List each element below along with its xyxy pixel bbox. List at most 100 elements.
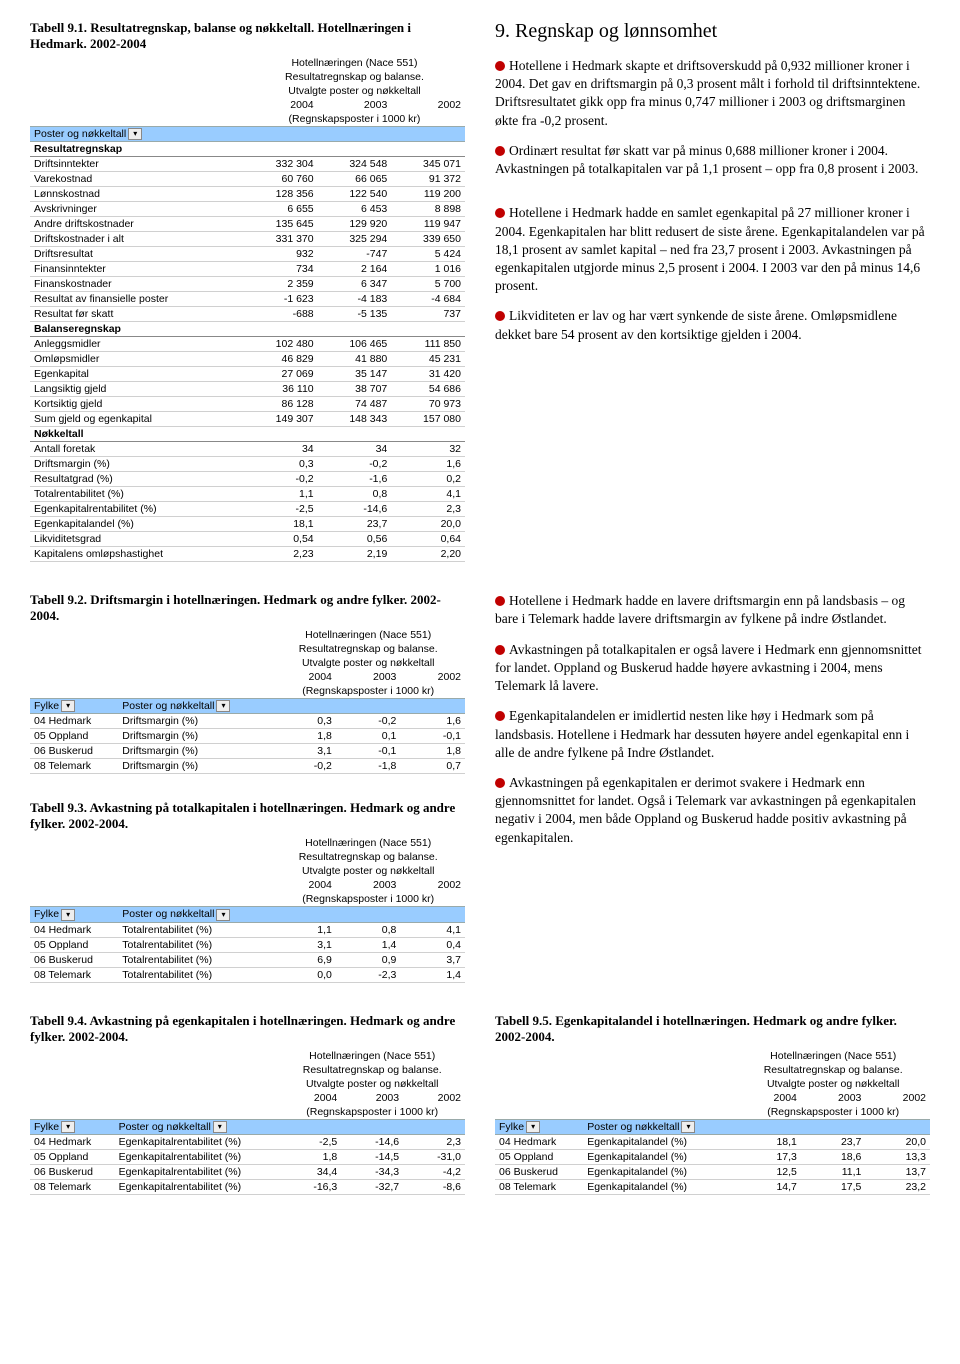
dropdown-icon[interactable]: ▾ <box>61 700 75 712</box>
cell-value: 46 829 <box>244 352 318 367</box>
cell-value: 1,8 <box>279 1149 341 1164</box>
cell-value: 135 645 <box>244 217 318 232</box>
row-label: Antall foretak <box>30 442 244 457</box>
cell-value: -0,2 <box>244 472 318 487</box>
table-row: Finanskostnader2 3596 3475 700 <box>30 277 465 292</box>
metric-cell: Totalrentabilitet (%) <box>118 952 271 967</box>
table-row: 04 HedmarkEgenkapitalandel (%)18,123,720… <box>495 1134 930 1149</box>
cell-value: 128 356 <box>244 187 318 202</box>
bullet-icon <box>495 146 505 156</box>
cell-value: 0,1 <box>336 729 401 744</box>
cell-value: 119 947 <box>391 217 465 232</box>
cell-value: 129 920 <box>318 217 392 232</box>
cell-value: 20,0 <box>865 1134 930 1149</box>
year-col: 2004 <box>271 670 336 684</box>
dropdown-icon[interactable]: ▾ <box>216 700 230 712</box>
cell-value: 17,5 <box>801 1179 866 1194</box>
table-row: Anleggsmidler102 480106 465111 850 <box>30 337 465 352</box>
year-col: 2002 <box>403 1091 465 1105</box>
table-meta: Hotellnæringen (Nace 551) <box>271 836 465 850</box>
row-label: Avskrivninger <box>30 202 244 217</box>
table-9-5-caption: Tabell 9.5. Egenkapitalandel i hotellnær… <box>495 1013 930 1045</box>
table-meta: Utvalgte poster og nøkkeltall <box>271 864 465 878</box>
cell-value: 2 164 <box>318 262 392 277</box>
table-row: 08 TelemarkEgenkapitalandel (%)14,717,52… <box>495 1179 930 1194</box>
cell-value: 1,6 <box>391 457 465 472</box>
cell-value: 332 304 <box>244 157 318 172</box>
table-row: Sum gjeld og egenkapital149 307148 34315… <box>30 412 465 427</box>
table-row: Driftsinntekter332 304324 548345 071 <box>30 157 465 172</box>
dropdown-icon[interactable]: ▾ <box>216 909 230 921</box>
row-label: Totalrentabilitet (%) <box>30 487 244 502</box>
dropdown-icon[interactable]: ▾ <box>213 1121 227 1133</box>
table-row: 06 BuskerudEgenkapitalandel (%)12,511,11… <box>495 1164 930 1179</box>
table-meta: (Regnskapsposter i 1000 kr) <box>244 112 465 127</box>
cell-value: 339 650 <box>391 232 465 247</box>
column-header: Poster og nøkkeltall <box>34 128 126 140</box>
cell-value: -4,2 <box>403 1164 465 1179</box>
table-9-1-caption: Tabell 9.1. Resultatregnskap, balanse og… <box>30 20 465 52</box>
cell-value: 5 700 <box>391 277 465 292</box>
year-col: 2002 <box>400 670 465 684</box>
row-label: Egenkapitalandel (%) <box>30 517 244 532</box>
cell-value: 2,19 <box>318 547 392 562</box>
row-label: Driftsresultat <box>30 247 244 262</box>
dropdown-icon[interactable]: ▾ <box>61 1121 75 1133</box>
cell-value: 17,3 <box>736 1149 801 1164</box>
cell-value: 6 655 <box>244 202 318 217</box>
table-meta: Utvalgte poster og nøkkeltall <box>279 1077 465 1091</box>
cell-value: 66 065 <box>318 172 392 187</box>
dropdown-icon[interactable]: ▾ <box>681 1121 695 1133</box>
paragraph: Egenkapitalandelen er imidlertid nesten … <box>495 707 930 762</box>
fylke-cell: 08 Telemark <box>30 967 118 982</box>
metric-cell: Egenkapitalandel (%) <box>583 1149 736 1164</box>
cell-value: -14,5 <box>341 1149 403 1164</box>
fylke-cell: 06 Buskerud <box>30 952 118 967</box>
table-row: Resultat før skatt-688-5 135737 <box>30 307 465 322</box>
cell-value: 91 372 <box>391 172 465 187</box>
cell-value: 0,8 <box>336 922 401 937</box>
cell-value: 3,1 <box>271 937 336 952</box>
table-row: 05 OpplandEgenkapitalandel (%)17,318,613… <box>495 1149 930 1164</box>
cell-value: 11,1 <box>801 1164 866 1179</box>
cell-value: 148 343 <box>318 412 392 427</box>
cell-value: 8 898 <box>391 202 465 217</box>
row-label: Langsiktig gjeld <box>30 382 244 397</box>
fylke-cell: 06 Buskerud <box>30 1164 115 1179</box>
cell-value: 38 707 <box>318 382 392 397</box>
year-col: 2004 <box>271 878 336 892</box>
dropdown-icon[interactable]: ▾ <box>128 128 142 140</box>
column-header: Poster og nøkkeltall▾ <box>118 699 271 714</box>
cell-value: 0,64 <box>391 532 465 547</box>
table-row: 08 TelemarkEgenkapitalrentabilitet (%)-1… <box>30 1179 465 1194</box>
paragraph: Hotellene i Hedmark skapte et driftsover… <box>495 57 930 130</box>
table-9-3: Hotellnæringen (Nace 551)Resultatregnska… <box>30 836 465 982</box>
cell-value: 932 <box>244 247 318 262</box>
cell-value: -34,3 <box>341 1164 403 1179</box>
table-row: Kapitalens omløpshastighet2,232,192,20 <box>30 547 465 562</box>
cell-value: 325 294 <box>318 232 392 247</box>
row-label: Anleggsmidler <box>30 337 244 352</box>
cell-value: 86 128 <box>244 397 318 412</box>
cell-value: 3,1 <box>271 744 336 759</box>
cell-value: -1 623 <box>244 292 318 307</box>
cell-value: -2,3 <box>336 967 401 982</box>
dropdown-icon[interactable]: ▾ <box>61 909 75 921</box>
cell-value: 2,3 <box>403 1134 465 1149</box>
row-label: Egenkapital <box>30 367 244 382</box>
table-meta: Resultatregnskap og balanse. <box>279 1063 465 1077</box>
cell-value: 23,7 <box>318 517 392 532</box>
table-9-1: Hotellnæringen (Nace 551) Resultatregnsk… <box>30 56 465 562</box>
bullet-icon <box>495 61 505 71</box>
table-9-2-caption: Tabell 9.2. Driftsmargin i hotellnæringe… <box>30 592 465 624</box>
column-header: Fylke▾ <box>30 907 118 922</box>
fylke-cell: 05 Oppland <box>30 729 118 744</box>
cell-value: -32,7 <box>341 1179 403 1194</box>
column-header: Fylke▾ <box>30 1119 115 1134</box>
table-row: Driftsresultat932-7475 424 <box>30 247 465 262</box>
cell-value: 1,4 <box>336 937 401 952</box>
dropdown-icon[interactable]: ▾ <box>526 1121 540 1133</box>
table-row: 06 BuskerudEgenkapitalrentabilitet (%)34… <box>30 1164 465 1179</box>
subsection-header: Balanseregnskap <box>30 322 465 337</box>
bullet-icon <box>495 711 505 721</box>
